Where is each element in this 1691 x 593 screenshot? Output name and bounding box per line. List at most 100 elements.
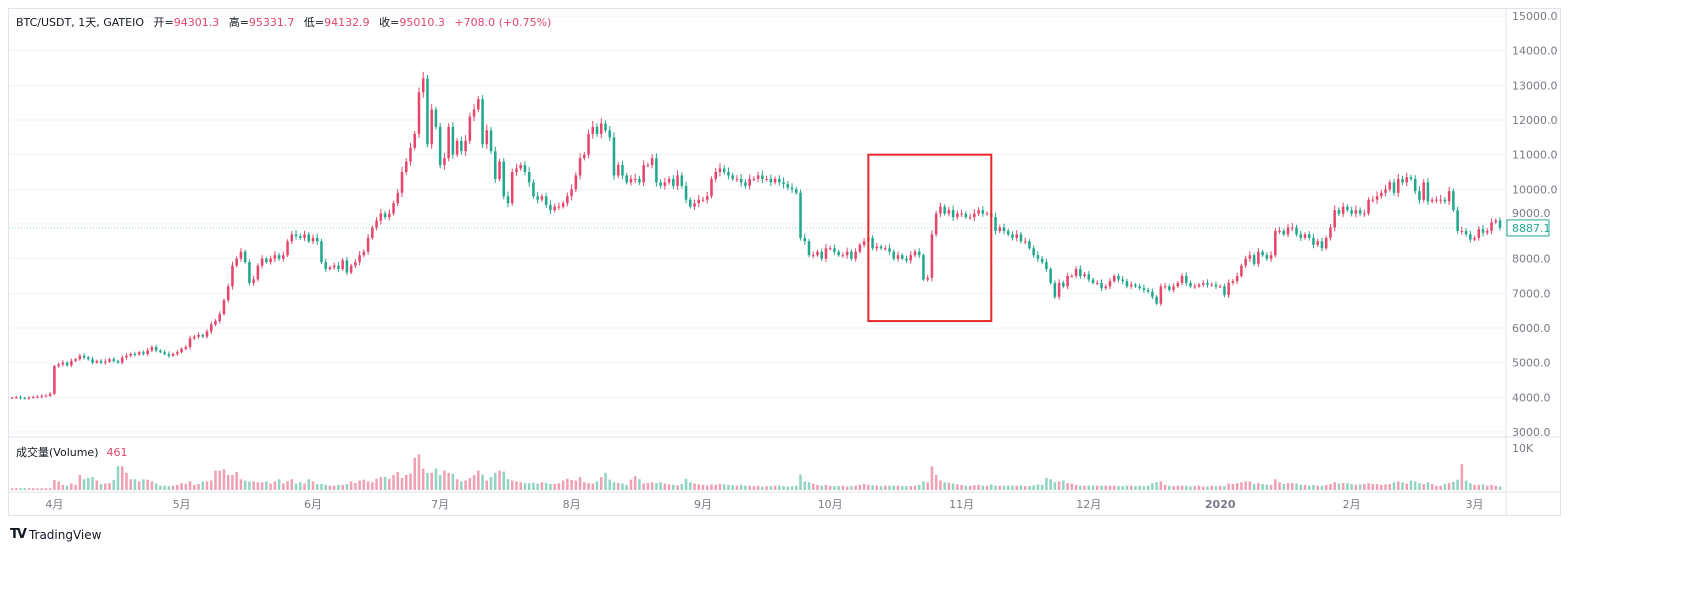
candle <box>460 136 463 155</box>
candle-body <box>1197 284 1201 287</box>
volume-bar <box>472 474 476 490</box>
candle-body <box>1295 227 1298 235</box>
volume-bar <box>744 485 747 490</box>
volume-bar <box>773 485 777 490</box>
candle-body <box>722 168 726 172</box>
volume-bar <box>1176 485 1180 490</box>
volume-bar <box>1091 485 1095 490</box>
candle-body <box>1104 286 1108 289</box>
volume-bar <box>553 483 556 490</box>
candle <box>1108 277 1112 290</box>
volume-label[interactable]: 成交量(Volume) <box>16 446 99 459</box>
candle-body <box>1244 258 1247 266</box>
candle-body <box>193 336 196 339</box>
candle <box>693 199 696 210</box>
volume-bar <box>1023 486 1027 490</box>
volume-bar <box>1070 483 1074 490</box>
candle-body <box>472 109 476 117</box>
x-tick-label: 4月 <box>45 498 63 511</box>
candle <box>587 129 590 159</box>
candle-body <box>417 92 421 134</box>
volume-bar <box>858 484 862 490</box>
candle-body <box>527 172 531 183</box>
candle-body <box>519 165 522 169</box>
volume-bar <box>137 481 141 490</box>
volume-bar <box>150 481 154 490</box>
candle <box>125 353 128 360</box>
candle-body <box>498 161 501 179</box>
candle <box>1214 281 1218 290</box>
volume-bar <box>116 466 120 490</box>
candle <box>171 352 175 358</box>
volume-bar <box>752 486 756 490</box>
candle-body <box>1218 286 1222 288</box>
open-label: 开= <box>153 16 174 29</box>
candle-body <box>790 187 794 190</box>
volume-bar <box>95 480 99 490</box>
volume-bar <box>1062 480 1065 490</box>
candle-body <box>332 265 336 268</box>
candle-body <box>642 165 645 183</box>
candle-body <box>1062 282 1065 287</box>
candle <box>1307 231 1311 241</box>
volume-bar <box>176 484 179 490</box>
volume-bar <box>133 479 137 490</box>
candle <box>472 104 476 122</box>
volume-bar <box>1384 484 1387 490</box>
candle-body <box>159 350 162 353</box>
candle <box>328 265 332 271</box>
candle-body <box>383 213 387 218</box>
candle-body <box>570 189 573 197</box>
volume-axis-label: 10K <box>1512 442 1534 455</box>
candle-body <box>290 234 294 242</box>
candle-body <box>1146 289 1150 292</box>
candle-body <box>1036 255 1040 259</box>
candle <box>1091 277 1095 285</box>
candle-body <box>1341 206 1345 214</box>
volume-bar <box>947 482 951 490</box>
volume-bar <box>1201 486 1205 490</box>
candle <box>583 151 586 161</box>
volume-bar <box>354 483 357 490</box>
candle-body <box>494 151 497 179</box>
candle-body <box>447 126 450 159</box>
candle <box>1388 179 1392 192</box>
candle <box>1142 284 1146 293</box>
candle <box>917 248 921 259</box>
candle <box>120 355 124 365</box>
candle <box>722 165 726 175</box>
candle <box>214 319 217 327</box>
candle-body <box>1498 220 1502 228</box>
candle <box>129 352 132 358</box>
candle-body <box>1274 230 1277 256</box>
tradingview-logo[interactable]: TV TradingView <box>10 527 101 542</box>
volume-bar <box>1490 484 1493 490</box>
candle-body <box>1155 296 1158 304</box>
volume-bar <box>282 483 285 490</box>
candle <box>23 396 26 400</box>
candle-body <box>672 178 675 186</box>
candle <box>1456 206 1459 234</box>
candle-body <box>167 354 171 356</box>
volume-bar <box>243 480 247 490</box>
volume-bar <box>629 479 633 490</box>
volume-bar <box>294 483 298 490</box>
symbol-label[interactable]: BTC/USDT, 1天, GATEIO <box>16 16 144 29</box>
candle-body <box>1108 281 1112 287</box>
volume-bar <box>532 482 535 490</box>
volume-bar <box>633 476 637 490</box>
candle <box>78 353 82 361</box>
volume-bar <box>845 486 849 490</box>
candle <box>1426 178 1430 205</box>
candle <box>1062 280 1065 289</box>
candle-body <box>917 251 921 256</box>
candle <box>489 126 493 155</box>
candle <box>858 242 862 254</box>
volume-bar <box>485 480 489 490</box>
candle-body <box>1180 276 1184 283</box>
candle-body <box>697 199 701 204</box>
volume-bar <box>667 484 671 490</box>
candle <box>752 176 756 182</box>
candle <box>888 244 891 256</box>
